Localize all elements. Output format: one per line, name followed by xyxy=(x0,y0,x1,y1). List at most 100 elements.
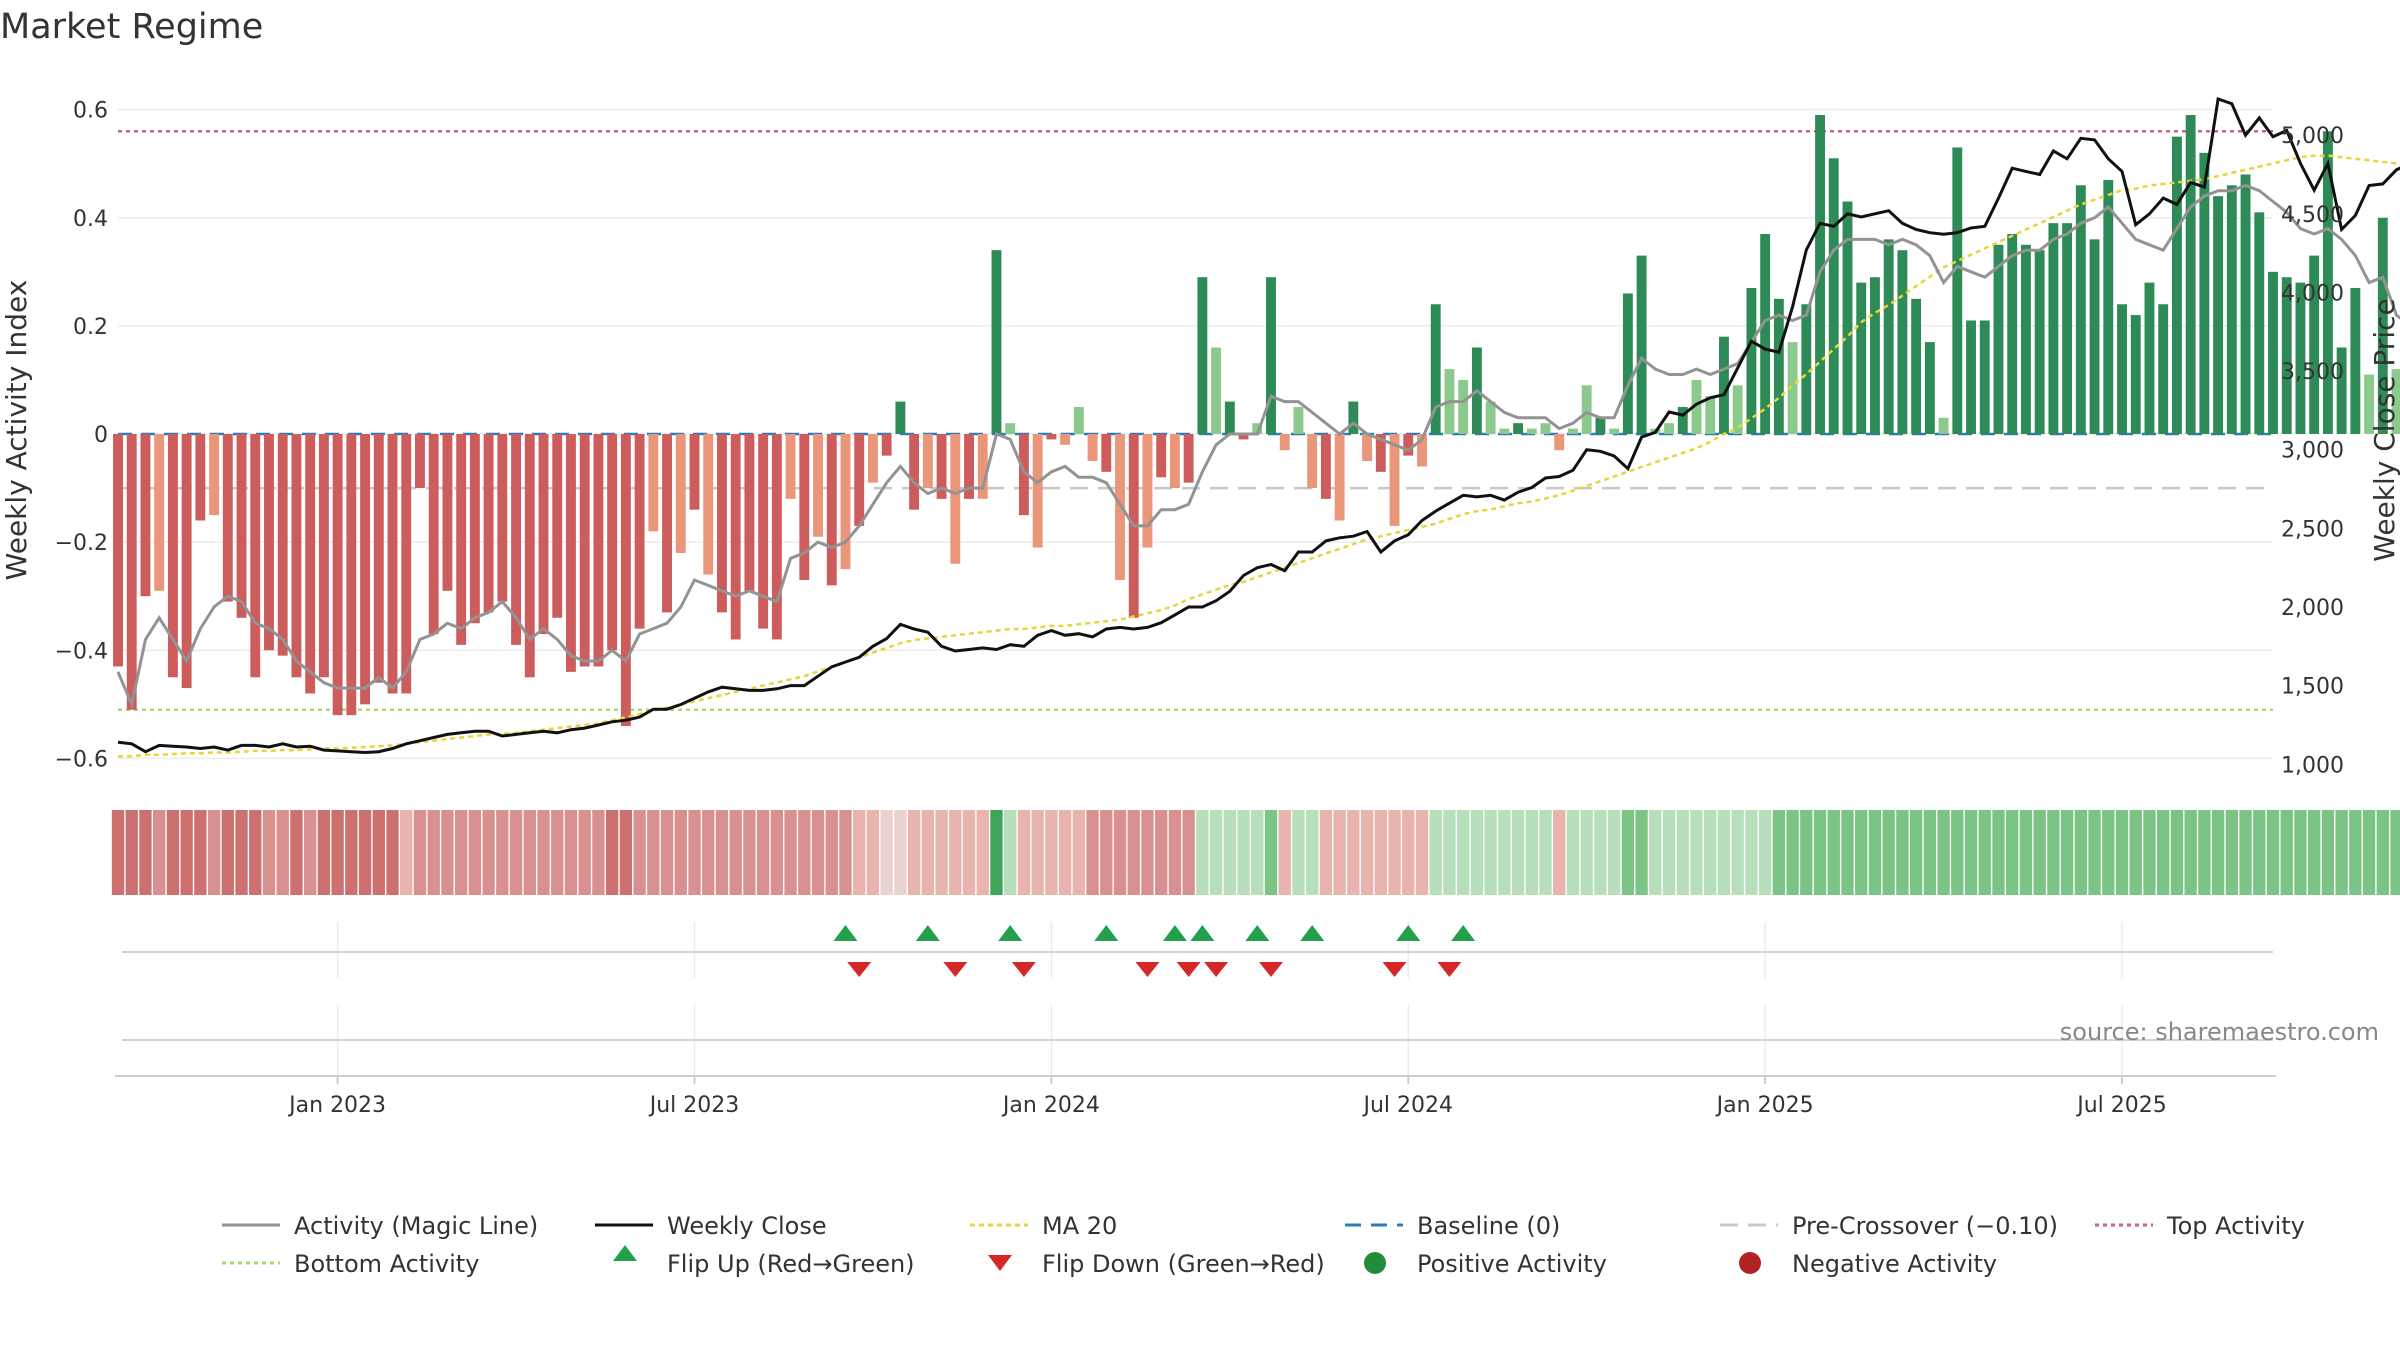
regime-cell-122 xyxy=(1786,810,1799,895)
activity-bar-143 xyxy=(2075,185,2086,434)
regime-cell-97 xyxy=(1443,810,1456,895)
activity-bar-133 xyxy=(1938,417,1949,434)
activity-bar-146 xyxy=(2117,304,2127,434)
activity-bar-24 xyxy=(442,434,453,591)
regime-cell-34 xyxy=(578,810,591,895)
legend-label-row2-0: Bottom Activity xyxy=(294,1250,479,1278)
regime-cell-156 xyxy=(2253,810,2266,895)
activity-bar-136 xyxy=(1979,320,1990,434)
activity-bar-118 xyxy=(1732,385,1743,434)
regime-cell-128 xyxy=(1868,810,1882,895)
regime-cell-21 xyxy=(400,810,413,895)
activity-bar-41 xyxy=(675,434,686,553)
activity-bar-14 xyxy=(305,434,316,694)
regime-cell-165 xyxy=(2376,810,2389,895)
regime-cell-27 xyxy=(482,810,495,895)
activity-bar-37 xyxy=(620,434,631,726)
regime-cell-1 xyxy=(125,810,138,895)
activity-bar-134 xyxy=(1952,147,1963,434)
flip-up-marker-5 xyxy=(1190,925,1215,941)
activity-bar-120 xyxy=(1760,233,1771,434)
activity-bar-86 xyxy=(1293,406,1304,434)
regime-cell-164 xyxy=(2362,810,2376,895)
activity-bar-70 xyxy=(1073,406,1084,434)
activity-bar-79 xyxy=(1197,277,1208,434)
regime-cell-101 xyxy=(1498,810,1511,895)
regime-cell-15 xyxy=(317,810,331,895)
flip-down-marker-2 xyxy=(1011,962,1036,977)
regime-cell-142 xyxy=(2060,810,2074,895)
activity-bar-0 xyxy=(113,434,123,667)
activity-bar-100 xyxy=(1485,401,1496,434)
activity-bar-105 xyxy=(1554,434,1565,451)
activity-bar-26 xyxy=(469,434,480,624)
activity-bar-102 xyxy=(1513,423,1524,434)
regime-cell-154 xyxy=(2225,810,2238,895)
flip-up-marker-0 xyxy=(833,925,858,941)
y-tick-left-5: 0.4 xyxy=(73,207,108,232)
regime-cell-131 xyxy=(1909,810,1923,895)
regime-cell-8 xyxy=(221,810,234,895)
x-tick-3: Jul 2024 xyxy=(1361,1093,1453,1118)
regime-cell-54 xyxy=(853,810,866,895)
regime-cell-29 xyxy=(509,810,523,895)
regime-cell-38 xyxy=(633,810,646,895)
regime-cell-149 xyxy=(2157,810,2170,895)
activity-bar-46 xyxy=(744,434,755,591)
regime-cell-152 xyxy=(2198,810,2211,895)
activity-bar-122 xyxy=(1787,342,1798,434)
activity-bar-91 xyxy=(1362,434,1373,462)
regime-cell-64 xyxy=(990,810,1003,895)
activity-bar-137 xyxy=(1993,244,2004,434)
legend-label-row2-4: Negative Activity xyxy=(1792,1250,1997,1278)
regime-cell-135 xyxy=(1964,810,1978,895)
activity-bar-107 xyxy=(1581,385,1592,434)
activity-bar-54 xyxy=(854,434,865,526)
legend-label-row1-1: Weekly Close xyxy=(667,1212,827,1240)
activity-bar-48 xyxy=(771,434,782,640)
regime-cell-158 xyxy=(2280,810,2293,895)
activity-bar-67 xyxy=(1032,434,1043,548)
regime-cell-113 xyxy=(1662,810,1676,895)
activity-bar-18 xyxy=(360,434,371,705)
activity-bar-152 xyxy=(2199,152,2210,434)
activity-bar-116 xyxy=(1705,396,1716,434)
legend-label-row1-0: Activity (Magic Line) xyxy=(294,1212,538,1240)
activity-bar-144 xyxy=(2089,239,2100,434)
regime-cell-4 xyxy=(166,810,180,895)
activity-bar-34 xyxy=(579,434,590,667)
activity-bar-94 xyxy=(1403,434,1414,456)
regime-cell-40 xyxy=(660,810,674,895)
activity-bar-130 xyxy=(1897,250,1908,434)
regime-cell-63 xyxy=(976,810,989,895)
activity-bar-8 xyxy=(222,434,233,602)
regime-cell-9 xyxy=(235,810,248,895)
flip-up-marker-2 xyxy=(998,925,1023,941)
flip-down-marker-3 xyxy=(1135,962,1160,977)
activity-bar-20 xyxy=(387,434,398,694)
legend-swatch-negative xyxy=(1739,1252,1761,1274)
ma20-line xyxy=(118,154,2400,758)
axes: −0.6 −0.4 −0.2 0 0.2 0.4 0.6 1,000 1,500 2,000 2,5… xyxy=(55,99,2344,1118)
regime-cell-166 xyxy=(2390,810,2400,895)
regime-cell-163 xyxy=(2349,810,2362,895)
flip-down-marker-1 xyxy=(943,962,968,977)
y-tick-right-4: 3,000 xyxy=(2281,439,2344,464)
regime-cell-66 xyxy=(1017,810,1031,895)
activity-bar-121 xyxy=(1773,298,1784,434)
y-tick-right-7: 4,500 xyxy=(2281,203,2344,228)
activity-bar-71 xyxy=(1087,434,1098,462)
regime-cell-148 xyxy=(2143,810,2156,895)
y-tick-left-1: −0.4 xyxy=(55,639,108,664)
regime-cell-136 xyxy=(1978,810,1991,895)
regime-cell-36 xyxy=(605,810,619,895)
activity-bar-139 xyxy=(2020,244,2031,434)
activity-bar-82 xyxy=(1238,434,1249,440)
regime-cell-140 xyxy=(2033,810,2046,895)
regime-cell-115 xyxy=(1690,810,1703,895)
y-axis-label-right: Weekly Close Price xyxy=(2368,298,2400,561)
regime-cell-14 xyxy=(303,810,317,895)
flip-down-marker-7 xyxy=(1382,962,1407,977)
activity-bar-148 xyxy=(2144,282,2155,434)
regime-cell-37 xyxy=(619,810,633,895)
